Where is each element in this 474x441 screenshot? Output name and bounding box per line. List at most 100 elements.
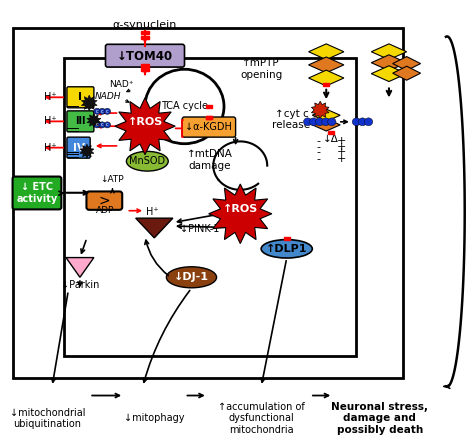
Text: c: c [101, 123, 103, 127]
Text: c: c [101, 109, 103, 114]
Ellipse shape [261, 239, 312, 258]
Text: c: c [96, 109, 99, 114]
Text: ↓mitophagy: ↓mitophagy [124, 413, 184, 423]
Text: c: c [96, 123, 99, 127]
FancyBboxPatch shape [67, 137, 90, 158]
Ellipse shape [166, 267, 217, 288]
Bar [141, 68, 149, 71]
Circle shape [352, 118, 361, 126]
Polygon shape [371, 44, 407, 60]
Polygon shape [392, 66, 420, 80]
Bar [206, 116, 212, 120]
Polygon shape [115, 98, 175, 155]
Polygon shape [80, 144, 94, 158]
Text: -: - [316, 136, 320, 146]
Text: -: - [316, 153, 320, 164]
Polygon shape [209, 184, 272, 243]
Text: +: + [337, 153, 346, 164]
Text: α-synuclein: α-synuclein [113, 20, 177, 30]
Text: MnSOD: MnSOD [129, 156, 165, 166]
Ellipse shape [127, 151, 168, 171]
Circle shape [94, 122, 100, 128]
Polygon shape [309, 57, 344, 73]
FancyBboxPatch shape [64, 58, 356, 356]
Text: c: c [106, 109, 109, 114]
Text: ↓ATP: ↓ATP [100, 175, 124, 183]
Text: H⁺: H⁺ [45, 116, 57, 127]
FancyBboxPatch shape [67, 111, 94, 132]
Circle shape [99, 122, 106, 128]
Text: ↑ROS: ↑ROS [128, 117, 163, 127]
Text: -: - [316, 147, 320, 157]
Text: -: - [316, 142, 320, 152]
Text: ↓α-KGDH: ↓α-KGDH [185, 122, 232, 132]
Text: ↓TOM40: ↓TOM40 [117, 50, 173, 63]
Polygon shape [66, 258, 94, 277]
Circle shape [316, 118, 324, 126]
Polygon shape [392, 56, 420, 71]
Bar [323, 83, 329, 86]
FancyBboxPatch shape [67, 87, 94, 108]
FancyBboxPatch shape [86, 191, 122, 210]
Text: H⁺: H⁺ [45, 142, 57, 153]
Text: ↓DJ-1: ↓DJ-1 [174, 272, 209, 282]
Text: III: III [75, 116, 86, 127]
Circle shape [99, 108, 106, 114]
Bar [141, 31, 149, 34]
Circle shape [104, 108, 110, 114]
Text: TCA cycle: TCA cycle [161, 101, 208, 112]
Text: ↑ROS: ↑ROS [223, 204, 258, 214]
Text: ↓Δ: ↓Δ [323, 134, 339, 144]
Circle shape [145, 69, 224, 144]
Text: ↓PINK-1: ↓PINK-1 [180, 224, 219, 234]
Polygon shape [81, 95, 97, 111]
FancyBboxPatch shape [13, 176, 61, 209]
Polygon shape [136, 218, 173, 238]
Text: ↑mtDNA
damage: ↑mtDNA damage [187, 149, 233, 171]
Text: ↑accumulation of
dysfunctional
mitochondria: ↑accumulation of dysfunctional mitochond… [218, 402, 305, 435]
Circle shape [303, 118, 312, 126]
Circle shape [321, 118, 330, 126]
FancyBboxPatch shape [13, 28, 403, 378]
Bar [328, 131, 334, 135]
Text: +: + [337, 147, 346, 157]
Bar [141, 36, 149, 39]
Text: ↑cyt c
release: ↑cyt c release [273, 109, 310, 131]
Polygon shape [309, 44, 344, 60]
Text: ↑mPTP
opening: ↑mPTP opening [240, 59, 283, 80]
Bar [284, 237, 290, 240]
Circle shape [104, 122, 110, 128]
Text: >: > [99, 194, 110, 208]
Bar [206, 116, 212, 120]
Text: Neuronal stress,
damage and
possibly death: Neuronal stress, damage and possibly dea… [331, 402, 428, 435]
Circle shape [365, 118, 373, 126]
Text: ↓Parkin: ↓Parkin [61, 280, 99, 290]
Polygon shape [87, 113, 101, 127]
Polygon shape [371, 66, 407, 82]
Text: H⁺: H⁺ [146, 206, 158, 217]
Text: ↓mitochondrial
ubiquitination: ↓mitochondrial ubiquitination [9, 407, 85, 429]
Text: +: + [337, 136, 346, 146]
Circle shape [328, 118, 336, 126]
Circle shape [358, 118, 367, 126]
Text: NAD⁺: NAD⁺ [109, 80, 134, 89]
FancyBboxPatch shape [182, 117, 236, 137]
Text: ADP: ADP [96, 206, 115, 215]
Bar [141, 64, 149, 67]
Polygon shape [309, 70, 344, 86]
Polygon shape [312, 109, 340, 121]
Polygon shape [311, 101, 329, 119]
Text: c: c [106, 123, 109, 127]
Text: ↓ ETC
activity: ↓ ETC activity [16, 182, 57, 204]
Polygon shape [312, 119, 340, 131]
Text: +: + [337, 142, 346, 152]
Text: IV: IV [73, 142, 84, 153]
Text: NADH: NADH [95, 93, 121, 101]
Text: H⁺: H⁺ [45, 92, 57, 102]
Circle shape [94, 108, 100, 114]
Text: I: I [78, 92, 82, 102]
FancyBboxPatch shape [106, 44, 184, 67]
Polygon shape [371, 55, 407, 71]
Circle shape [310, 118, 318, 126]
Bar [206, 105, 212, 108]
